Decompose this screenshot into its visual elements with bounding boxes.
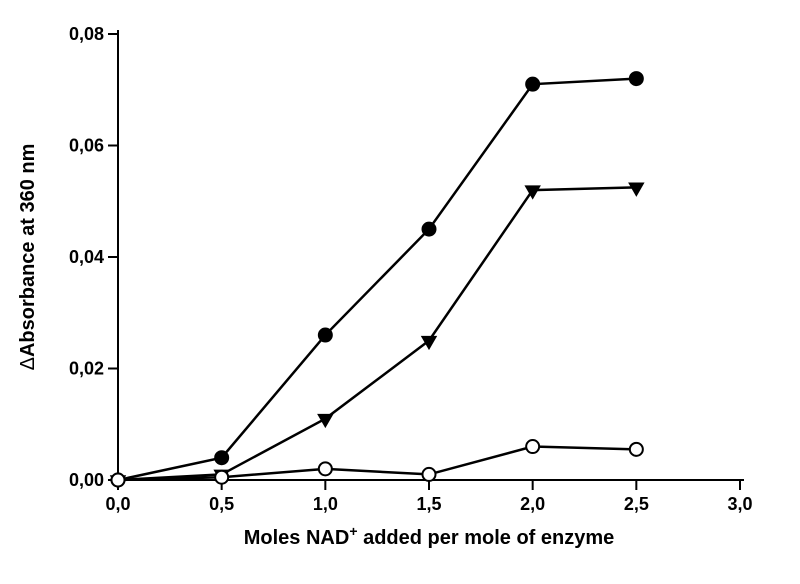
x-tick-label: 2,5 [624, 494, 649, 514]
y-tick-label: 0,02 [69, 359, 104, 379]
series-filled-circle [118, 79, 636, 480]
data-marker [319, 462, 332, 475]
y-axis-title: ΔAbsorbance at 360 nm [17, 144, 39, 371]
x-tick-label: 0,0 [105, 494, 130, 514]
x-tick-label: 1,5 [416, 494, 441, 514]
data-marker [423, 223, 436, 236]
data-marker [112, 474, 125, 487]
x-tick-label: 1,0 [313, 494, 338, 514]
data-marker [319, 329, 332, 342]
x-axis-title: Moles NAD+ added per mole of enzyme [244, 523, 615, 549]
data-marker [526, 440, 539, 453]
y-tick-label: 0,04 [69, 247, 104, 267]
data-marker [215, 451, 228, 464]
data-marker [630, 72, 643, 85]
data-marker [630, 443, 643, 456]
x-tick-label: 3,0 [727, 494, 752, 514]
data-marker [215, 471, 228, 484]
y-tick-label: 0,08 [69, 24, 104, 44]
data-marker [630, 184, 643, 195]
data-marker [526, 78, 539, 91]
y-tick-label: 0,06 [69, 136, 104, 156]
absorbance-chart: 0,0 0,5 1,0 1,5 2,0 2,5 3,0 0,00 0,02 0,04 0,06 0,0… [0, 0, 800, 584]
y-tick-label: 0,00 [69, 470, 104, 490]
x-tick-label: 0,5 [209, 494, 234, 514]
data-marker [423, 468, 436, 481]
x-tick-label: 2,0 [520, 494, 545, 514]
series-filled-triangle [118, 187, 636, 480]
